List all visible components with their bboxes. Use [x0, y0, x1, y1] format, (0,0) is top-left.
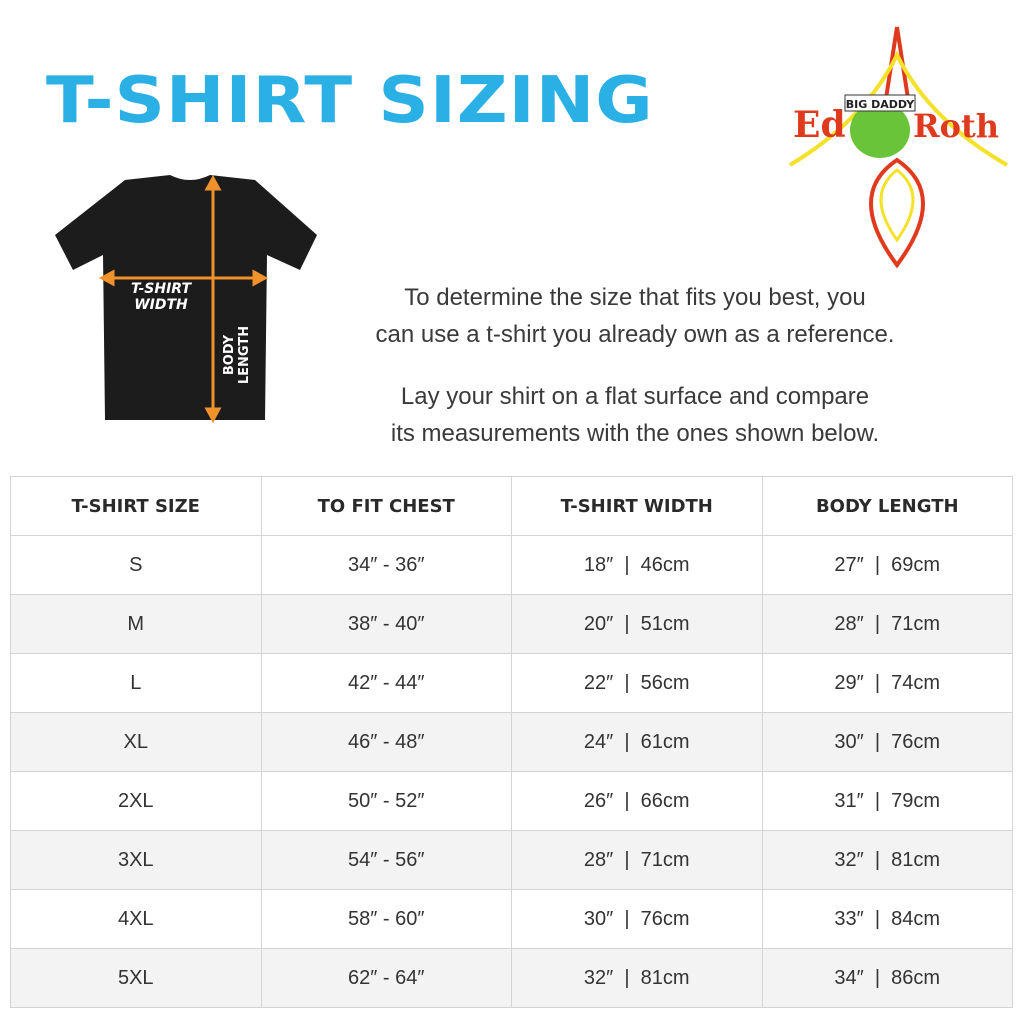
cell-size: 4XL	[10, 889, 262, 949]
cell-width: 24″ | 61cm	[511, 712, 763, 772]
cell-chest: 34″ - 36″	[260, 535, 512, 595]
instructions-line: Lay your shirt on a flat surface and com…	[400, 383, 870, 410]
svg-text:Ed: Ed	[793, 104, 846, 146]
intro-text: To determine the size that fits you best…	[300, 279, 970, 353]
length-label: BODY	[222, 334, 237, 375]
cell-width: 20″ | 51cm	[511, 594, 763, 654]
width-label-2: WIDTH	[134, 297, 188, 313]
cell-length: 31″ | 79cm	[761, 771, 1013, 831]
cell-chest: 50″ - 52″	[260, 771, 512, 831]
table-header: T-SHIRT SIZE TO FIT CHEST T-SHIRT WIDTH …	[10, 476, 1013, 536]
cell-width: 26″ | 66cm	[511, 771, 763, 831]
cell-chest: 58″ - 60″	[260, 889, 512, 949]
cell-size: L	[10, 653, 262, 713]
cell-chest: 54″ - 56″	[260, 830, 512, 890]
cell-length: 32″ | 81cm	[761, 830, 1013, 890]
table-row: 2XL 50″ - 52″ 26″ | 66cm 31″ | 79cm	[10, 771, 1013, 831]
cell-size: 2XL	[10, 771, 262, 831]
header-chest: TO FIT CHEST	[260, 476, 512, 536]
cell-width: 22″ | 56cm	[511, 653, 763, 713]
size-chart-table: T-SHIRT SIZE TO FIT CHEST T-SHIRT WIDTH …	[10, 476, 1013, 1008]
header-size: T-SHIRT SIZE	[10, 476, 262, 536]
cell-chest: 38″ - 40″	[260, 594, 512, 654]
cell-length: 34″ | 86cm	[761, 948, 1013, 1008]
cell-size: XL	[10, 712, 262, 772]
cell-chest: 42″ - 44″	[260, 653, 512, 713]
cell-chest: 46″ - 48″	[260, 712, 512, 772]
intro-line: can use a t-shirt you already own as a r…	[375, 321, 895, 348]
t-shirt-measurement-diagram: T-SHIRT WIDTH BODY LENGTH	[55, 175, 317, 424]
table-row: L 42″ - 44″ 22″ | 56cm 29″ | 74cm	[10, 653, 1013, 713]
cell-width: 32″ | 81cm	[511, 948, 763, 1008]
table-row: 3XL 54″ - 56″ 28″ | 71cm 32″ | 81cm	[10, 830, 1013, 890]
cell-length: 29″ | 74cm	[761, 653, 1013, 713]
cell-length: 30″ | 76cm	[761, 712, 1013, 772]
cell-chest: 62″ - 64″	[260, 948, 512, 1008]
cell-length: 28″ | 71cm	[761, 594, 1013, 654]
page-title: T-SHIRT SIZING	[46, 62, 654, 138]
intro-line: To determine the size that fits you best…	[404, 284, 866, 311]
header-length: BODY LENGTH	[761, 476, 1013, 536]
cell-length: 33″ | 84cm	[761, 889, 1013, 949]
length-label-2: LENGTH	[237, 326, 252, 384]
cell-size: 5XL	[10, 948, 262, 1008]
ed-big-daddy-roth-logo: Ed Roth BIG DADDY	[788, 26, 1008, 269]
table-row: S 34″ - 36″ 18″ | 46cm 27″ | 69cm	[10, 535, 1013, 595]
instructions-text: Lay your shirt on a flat surface and com…	[300, 378, 970, 452]
table-row: XL 46″ - 48″ 24″ | 61cm 30″ | 76cm	[10, 712, 1013, 772]
cell-length: 27″ | 69cm	[761, 535, 1013, 595]
table-row: 5XL 62″ - 64″ 32″ | 81cm 34″ | 86cm	[10, 948, 1013, 1008]
table-row: 4XL 58″ - 60″ 30″ | 76cm 33″ | 84cm	[10, 889, 1013, 949]
header-width: T-SHIRT WIDTH	[511, 476, 763, 536]
cell-width: 18″ | 46cm	[511, 535, 763, 595]
table-row: M 38″ - 40″ 20″ | 51cm 28″ | 71cm	[10, 594, 1013, 654]
svg-text:BIG DADDY: BIG DADDY	[846, 98, 915, 111]
cell-size: 3XL	[10, 830, 262, 890]
cell-width: 30″ | 76cm	[511, 889, 763, 949]
svg-text:Roth: Roth	[913, 107, 999, 145]
cell-size: S	[10, 535, 262, 595]
width-label: T-SHIRT	[131, 281, 192, 297]
instructions-line: its measurements with the ones shown bel…	[390, 420, 880, 447]
cell-width: 28″ | 71cm	[511, 830, 763, 890]
cell-size: M	[10, 594, 262, 654]
